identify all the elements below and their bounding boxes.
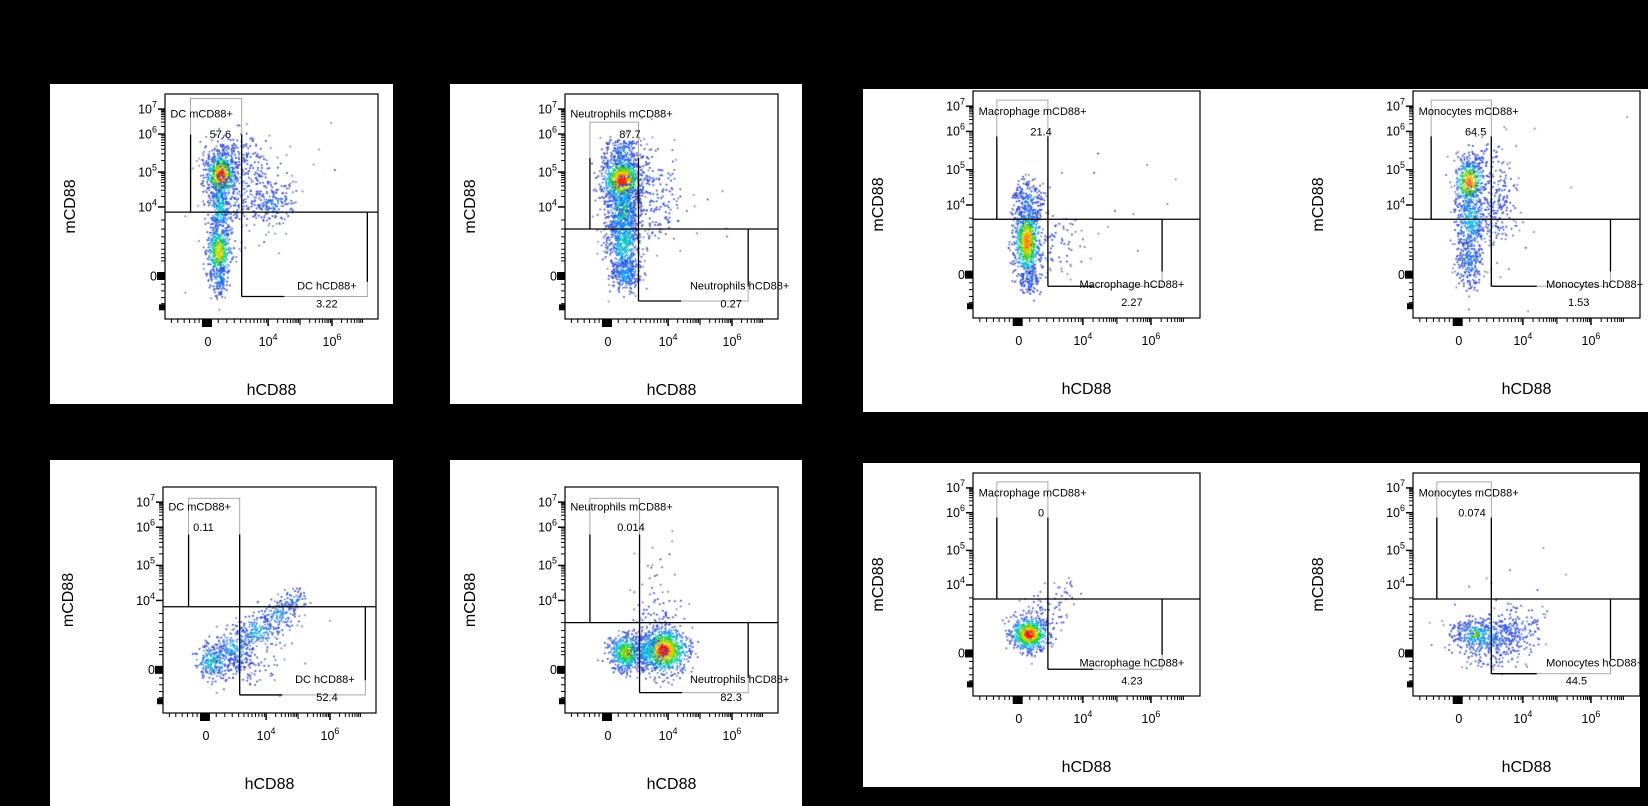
scatter-points-dc-row2 <box>163 487 376 713</box>
scatter-points-macrophage-row2 <box>973 473 1200 696</box>
scatter-points-neutrophils-row2 <box>565 487 778 713</box>
scatter-points-neutrophils-row1 <box>565 94 778 319</box>
scatter-points-monocytes-row1 <box>1413 91 1640 318</box>
scatter-points-monocytes-row2 <box>1413 473 1640 696</box>
scatter-points-macrophage-row1 <box>973 91 1200 318</box>
scatter-points-dc-row1 <box>165 94 378 319</box>
